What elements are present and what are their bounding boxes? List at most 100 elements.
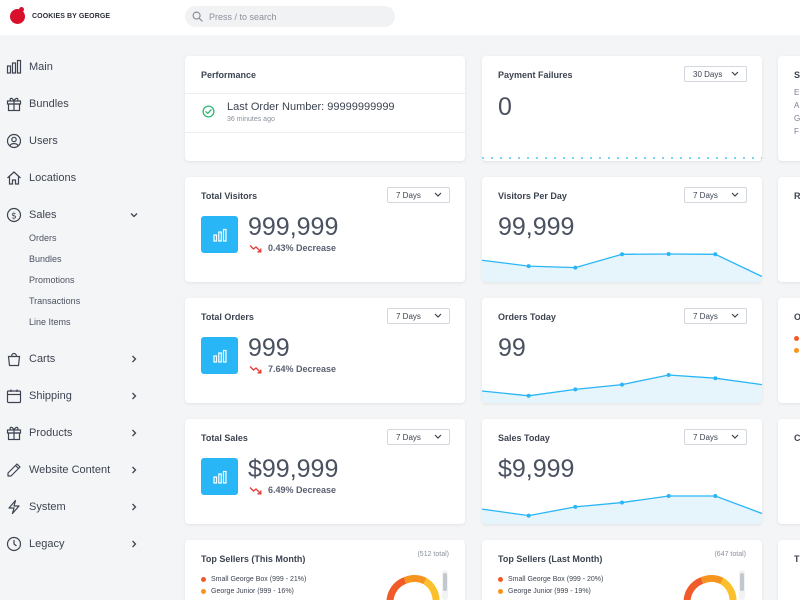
period-select[interactable]: 7 Days xyxy=(387,308,450,324)
trend-indicator: 6.49% Decrease xyxy=(249,485,336,495)
card-title: Performance xyxy=(201,70,257,80)
sidebar-subitem-orders[interactable]: Orders xyxy=(29,233,57,243)
last-order-number: Last Order Number: 99999999999 xyxy=(227,101,395,113)
sidebar-item-legacy[interactable]: Legacy xyxy=(0,533,160,555)
chevron-down-icon xyxy=(130,213,138,218)
period-select-value: 7 Days xyxy=(693,311,718,321)
period-select[interactable]: 7 Days xyxy=(684,429,747,445)
stat-value: 999 xyxy=(248,334,290,362)
sidebar-item-label: Shipping xyxy=(29,390,72,402)
calendar-icon xyxy=(6,389,22,404)
chevron-down-icon xyxy=(731,71,739,76)
list-item-label: George Junior (999 - 16%) xyxy=(211,588,294,595)
sidebar-item-shipping[interactable]: Shipping xyxy=(0,385,160,407)
sidebar-item-label: System xyxy=(29,501,66,513)
sparkline-point xyxy=(666,252,671,256)
period-select[interactable]: 7 Days xyxy=(387,429,450,445)
sparkline-point xyxy=(573,504,578,509)
trend-down-icon xyxy=(249,244,262,252)
stat-value: 99,999 xyxy=(498,213,575,241)
period-select-value: 7 Days xyxy=(396,190,421,200)
sparkline-point xyxy=(620,252,624,257)
legend-dot xyxy=(201,577,206,582)
sparkline-point xyxy=(620,382,624,387)
lightning-icon xyxy=(8,499,20,515)
user-circle-icon xyxy=(6,133,22,149)
sidebar-item-locations[interactable]: Locations xyxy=(0,167,160,189)
scrollbar-thumb[interactable] xyxy=(740,573,744,591)
chevron-down-icon xyxy=(434,313,442,318)
top-sellers-last-month-card: Top Sellers (Last Month) (647 total) Sma… xyxy=(482,540,762,600)
card-title: Sales Today xyxy=(498,433,550,443)
brand-logo[interactable]: COOKIES BY GEORGE xyxy=(10,7,111,24)
sales-sparkline xyxy=(482,494,762,524)
sidebar-item-website-content[interactable]: Website Content xyxy=(0,459,160,481)
sidebar-item-products[interactable]: Products xyxy=(0,422,160,444)
card-title: T xyxy=(794,554,800,564)
sidebar-item-label: Products xyxy=(29,427,73,439)
sidebar-subitem-line-items[interactable]: Line Items xyxy=(29,317,71,327)
card-title: Total Sales xyxy=(201,433,248,443)
sidebar-item-label: Website Content xyxy=(29,464,111,476)
search-bar[interactable] xyxy=(185,6,395,27)
sidebar-item-main[interactable]: Main xyxy=(0,56,160,78)
sparkline-point xyxy=(573,265,578,270)
trend-text: 6.49% Decrease xyxy=(268,485,337,495)
legend-dot xyxy=(498,589,503,594)
summary-line: F xyxy=(794,127,799,136)
sidebar-subitem-transactions[interactable]: Transactions xyxy=(29,296,81,306)
sidebar-subitem-bundles[interactable]: Bundles xyxy=(29,254,62,264)
stat-value: $99,999 xyxy=(248,455,339,483)
card-title: C xyxy=(794,433,800,443)
search-input[interactable] xyxy=(209,11,379,22)
zero-sparkline xyxy=(482,157,762,159)
list-item-label: Small George Box (999 - 21%) xyxy=(211,576,307,583)
period-select[interactable]: 30 Days xyxy=(684,66,747,82)
divider xyxy=(185,93,465,94)
legend-dot xyxy=(794,336,799,341)
sales-today-card: Sales Today 7 Days $9,999 xyxy=(482,419,762,524)
pencil-icon xyxy=(7,463,21,477)
search-icon xyxy=(192,11,203,22)
sidebar-subitem-promotions[interactable]: Promotions xyxy=(29,275,75,285)
list-item: Small George Box (999 - 20%) xyxy=(498,576,603,583)
period-select[interactable]: 7 Days xyxy=(684,308,747,324)
period-select[interactable]: 7 Days xyxy=(387,187,450,203)
sparkline-area xyxy=(482,254,762,282)
sidebar-item-users[interactable]: Users xyxy=(0,130,160,152)
period-select-value: 30 Days xyxy=(693,69,723,79)
dollar-circle-icon: $ xyxy=(6,207,22,223)
chevron-down-icon xyxy=(434,192,442,197)
partial-card-r: R xyxy=(778,177,800,282)
total-sales-card: Total Sales 7 Days $99,999 6.49% Decreas… xyxy=(185,419,465,524)
card-title: Visitors Per Day xyxy=(498,191,567,201)
legend-dot xyxy=(201,589,206,594)
bar-chart-icon xyxy=(212,349,227,363)
visitors-sparkline xyxy=(482,252,762,282)
stat-value: 99 xyxy=(498,334,526,362)
card-title: Top Sellers (This Month) xyxy=(201,554,306,564)
brand-name: COOKIES BY GEORGE xyxy=(32,13,111,20)
scrollbar-thumb[interactable] xyxy=(443,573,447,591)
sidebar-item-sales[interactable]: $ Sales xyxy=(0,204,160,226)
trend-indicator: 7.64% Decrease xyxy=(249,364,336,374)
card-title: Payment Failures xyxy=(498,70,573,80)
period-select[interactable]: 7 Days xyxy=(684,187,747,203)
chevron-right-icon xyxy=(132,429,137,437)
chevron-right-icon xyxy=(132,503,137,511)
performance-card: Performance Last Order Number: 999999999… xyxy=(185,56,465,161)
period-select-value: 7 Days xyxy=(693,190,718,200)
gift-icon xyxy=(6,426,22,441)
sidebar-item-bundles[interactable]: Bundles xyxy=(0,93,160,115)
stat-value: $9,999 xyxy=(498,455,575,483)
trend-text: 0.43% Decrease xyxy=(268,243,337,253)
chevron-right-icon xyxy=(132,466,137,474)
sparkline-area xyxy=(482,496,762,524)
sidebar-item-carts[interactable]: Carts xyxy=(0,348,160,370)
list-item-label: Small George Box (999 - 20%) xyxy=(508,576,604,583)
sidebar-item-system[interactable]: System xyxy=(0,496,160,518)
sidebar-item-label: Bundles xyxy=(29,98,69,110)
payment-failures-card: Payment Failures 30 Days 0 xyxy=(482,56,762,161)
card-title: Top Sellers (Last Month) xyxy=(498,554,603,564)
chevron-down-icon xyxy=(434,434,442,439)
